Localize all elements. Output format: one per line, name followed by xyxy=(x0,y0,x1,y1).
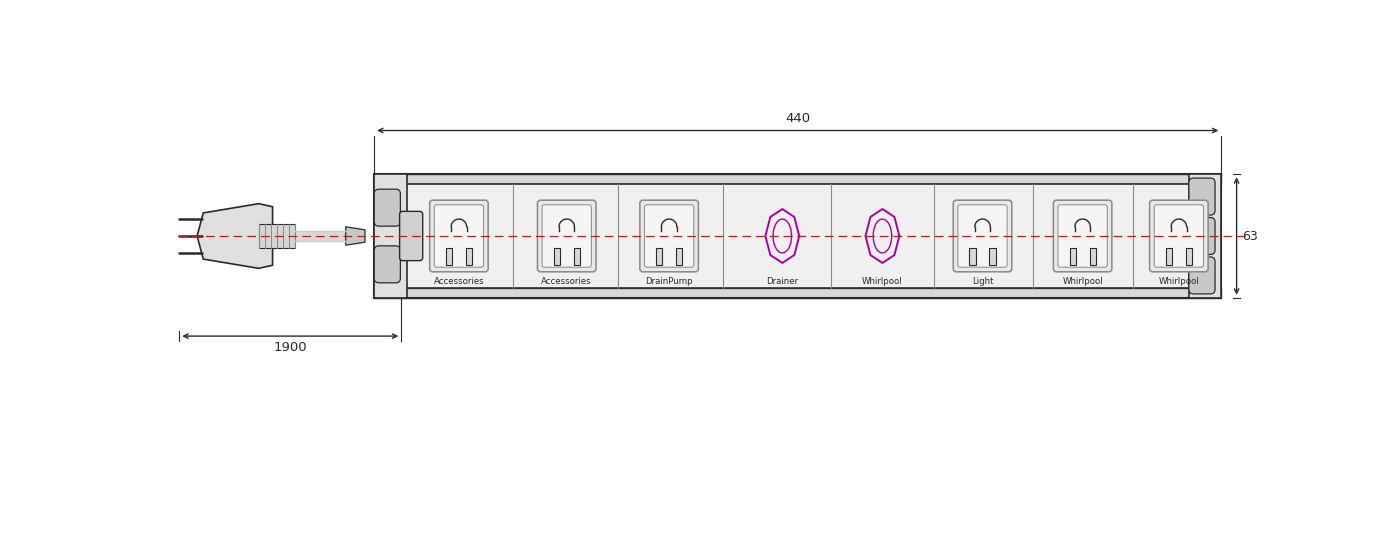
Bar xyxy=(374,289,1221,297)
Bar xyxy=(446,248,452,265)
FancyBboxPatch shape xyxy=(537,200,596,272)
Bar xyxy=(573,248,580,265)
Polygon shape xyxy=(346,227,365,245)
Bar xyxy=(970,248,975,265)
Text: Whirlpool: Whirlpool xyxy=(1159,277,1200,286)
Bar xyxy=(656,248,663,265)
FancyBboxPatch shape xyxy=(1189,257,1215,294)
FancyBboxPatch shape xyxy=(958,205,1007,267)
FancyBboxPatch shape xyxy=(374,246,400,283)
FancyBboxPatch shape xyxy=(640,200,699,272)
Bar xyxy=(1186,248,1191,265)
Bar xyxy=(554,248,559,265)
Bar xyxy=(1189,174,1221,297)
FancyBboxPatch shape xyxy=(644,205,693,267)
Bar xyxy=(1070,248,1076,265)
Text: Accessories: Accessories xyxy=(434,277,484,286)
Text: 63: 63 xyxy=(1242,230,1258,243)
Bar xyxy=(374,174,406,297)
FancyBboxPatch shape xyxy=(543,205,591,267)
Bar xyxy=(374,184,1221,289)
Polygon shape xyxy=(197,204,272,268)
Text: DrainPump: DrainPump xyxy=(646,277,693,286)
FancyBboxPatch shape xyxy=(399,211,423,261)
Text: Accessories: Accessories xyxy=(541,277,591,286)
FancyBboxPatch shape xyxy=(1154,205,1204,267)
Bar xyxy=(1166,248,1172,265)
Text: Drainer: Drainer xyxy=(766,277,798,286)
FancyBboxPatch shape xyxy=(1189,218,1215,255)
Text: Whirlpool: Whirlpool xyxy=(862,277,903,286)
FancyBboxPatch shape xyxy=(434,205,484,267)
FancyBboxPatch shape xyxy=(953,200,1011,272)
Bar xyxy=(374,174,1221,184)
Bar xyxy=(1089,248,1095,265)
FancyBboxPatch shape xyxy=(1149,200,1208,272)
FancyBboxPatch shape xyxy=(430,200,488,272)
FancyBboxPatch shape xyxy=(1189,178,1215,215)
Text: 1900: 1900 xyxy=(273,341,307,355)
FancyBboxPatch shape xyxy=(1057,205,1108,267)
Bar xyxy=(374,174,1221,297)
Text: Light: Light xyxy=(972,277,993,286)
Bar xyxy=(989,248,996,265)
FancyBboxPatch shape xyxy=(374,189,400,226)
Text: Whirlpool: Whirlpool xyxy=(1063,277,1103,286)
Bar xyxy=(466,248,472,265)
Bar xyxy=(677,248,682,265)
FancyBboxPatch shape xyxy=(1053,200,1112,272)
Bar xyxy=(258,224,294,248)
Text: 440: 440 xyxy=(785,112,810,125)
